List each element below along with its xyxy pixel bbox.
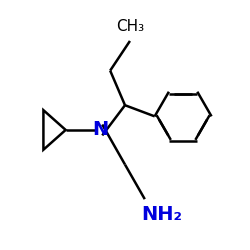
Text: CH₃: CH₃ [116, 18, 144, 34]
Text: N: N [92, 120, 108, 140]
Text: NH₂: NH₂ [142, 204, 182, 224]
